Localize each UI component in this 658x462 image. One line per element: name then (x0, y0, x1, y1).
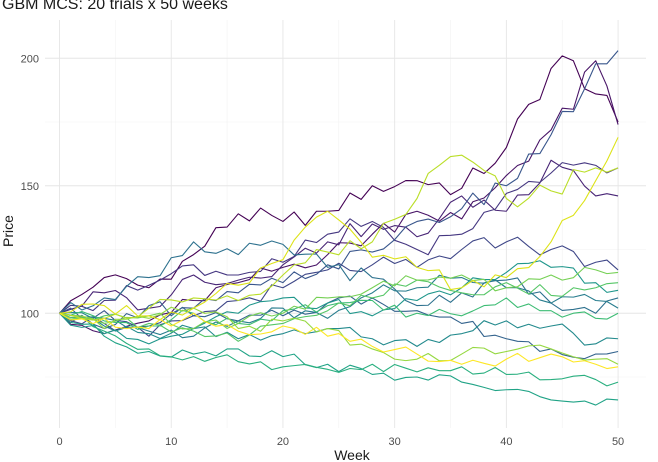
series-line-trial-7 (59, 295, 619, 360)
series-line-trial-16 (59, 266, 619, 330)
series-line-trial-15 (59, 279, 619, 342)
y-tick-label: 150 (21, 181, 39, 193)
tick-labels: 0 10 20 30 40 50 100 150 200 (21, 53, 625, 448)
series-line-trial-13 (59, 312, 619, 387)
chart-title: GBM MCS: 20 trials x 50 weeks (2, 0, 228, 13)
x-tick-label: 40 (500, 436, 512, 448)
series-line-trial-12 (59, 312, 619, 406)
series-line-trial-3 (59, 159, 619, 314)
x-tick-label: 0 (56, 436, 62, 448)
x-axis-label: Week (334, 447, 371, 462)
series-line-trial-1 (59, 55, 619, 314)
series-line-trial-9 (59, 274, 619, 339)
grid-lines (45, 20, 646, 428)
y-tick-label: 100 (21, 308, 39, 320)
series-line-trial-19 (59, 137, 619, 321)
y-tick-label: 200 (21, 53, 39, 65)
series-line-trial-4 (59, 162, 619, 314)
x-tick-label: 20 (277, 436, 289, 448)
series-lines (59, 50, 619, 406)
series-line-trial-18 (59, 154, 619, 321)
x-tick-label: 10 (165, 436, 177, 448)
y-axis-label: Price (0, 215, 16, 247)
x-tick-label: 30 (389, 436, 401, 448)
series-line-trial-8 (59, 240, 619, 314)
series-line-trial-10 (59, 312, 619, 347)
series-line-trial-11 (59, 260, 619, 345)
series-line-trial-20 (59, 312, 619, 370)
x-tick-label: 50 (612, 436, 624, 448)
